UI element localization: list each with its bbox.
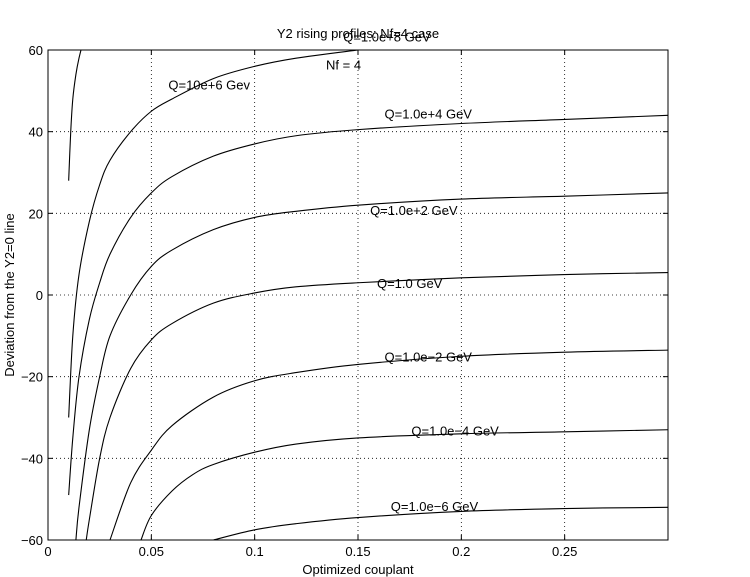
y-tick-label: −60 xyxy=(21,533,43,548)
x-tick-label: 0.1 xyxy=(246,544,264,559)
curve-annotation: Q=1.0e−4 GeV xyxy=(411,424,499,439)
y-axis-title: Deviation from the Y2=0 line xyxy=(2,213,17,376)
curve-annotation: Q=10e+6 Gev xyxy=(168,78,250,93)
label-layer: 0 0.05 0.1 0.15 0.2 0.25 −60 −40 −20 0 20 40 60 Q=1.0… xyxy=(21,30,577,559)
curve-annotation: Q=1.0 GeV xyxy=(377,276,443,291)
curve-annotation: Q=1.0e−6 GeV xyxy=(391,499,479,514)
series-line xyxy=(75,192,668,540)
series-line xyxy=(68,50,82,181)
x-axis-title: Optimized couplant xyxy=(302,562,414,577)
x-tick-label: 0.2 xyxy=(452,544,470,559)
curve-annotation: Nf = 4 xyxy=(326,58,361,73)
x-tick-label: 0.05 xyxy=(139,544,164,559)
series-line xyxy=(85,271,668,540)
series-line xyxy=(109,349,668,540)
curve-annotation: Q=1.0e+8 GeV xyxy=(343,30,431,45)
y-tick-label: −40 xyxy=(21,451,43,466)
tick-layer xyxy=(47,49,668,541)
x-tick-label: 0.25 xyxy=(552,544,577,559)
curve-annotation: Q=1.0e+2 GeV xyxy=(370,203,458,218)
series-line xyxy=(140,429,668,540)
y-tick-label: 60 xyxy=(29,43,43,58)
series-line xyxy=(68,50,359,418)
y-tick-label: −20 xyxy=(21,370,43,385)
x-tick-label: 0.15 xyxy=(345,544,370,559)
curve-annotation: Q=1.0e+4 GeV xyxy=(385,106,473,121)
chart-title: Y2 rising profiles: Nf=4 case xyxy=(277,26,439,41)
series-line xyxy=(213,506,668,540)
y-tick-label: 0 xyxy=(36,288,43,303)
curve-layer xyxy=(68,50,668,540)
grid-layer xyxy=(48,50,668,540)
series-line xyxy=(68,114,668,496)
x-tick-label: 0 xyxy=(44,544,51,559)
y-tick-label: 20 xyxy=(29,206,43,221)
y-tick-label: 40 xyxy=(29,125,43,140)
curve-annotation: Q=1.0e−2 GeV xyxy=(385,350,473,365)
